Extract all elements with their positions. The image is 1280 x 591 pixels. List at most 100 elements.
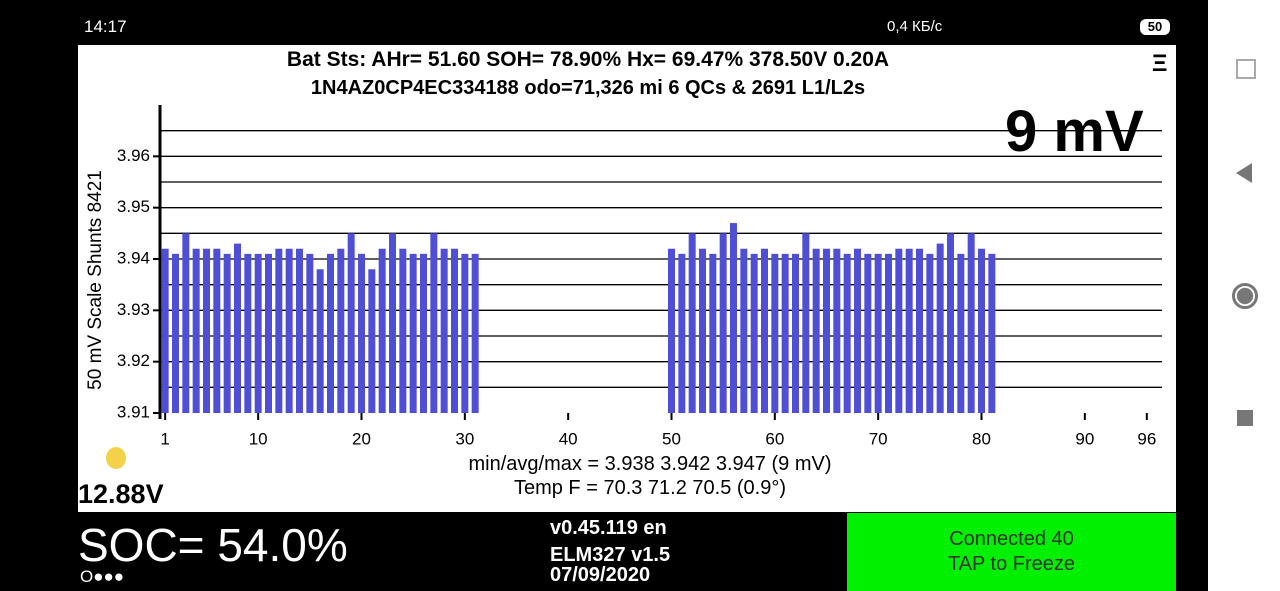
x-tick-label: 20 <box>352 429 371 448</box>
bar <box>905 248 913 413</box>
menu[interactable]: Ξ <box>1152 50 1168 77</box>
bar <box>823 248 830 413</box>
bar <box>409 253 417 413</box>
bar <box>730 223 737 413</box>
time: 14:17 <box>84 17 127 36</box>
bar <box>265 253 272 413</box>
bar <box>420 253 427 413</box>
date: 07/09/2020 <box>550 564 651 586</box>
bar <box>688 233 696 413</box>
bar <box>316 269 324 413</box>
bar <box>947 233 954 413</box>
bar <box>213 248 221 413</box>
y-tick-label: 3.92 <box>117 351 150 370</box>
x-tick-label: 50 <box>662 429 681 448</box>
nav-square[interactable] <box>1236 59 1256 79</box>
dots: O●●● <box>80 567 125 586</box>
bar <box>668 248 675 413</box>
bar <box>368 269 376 413</box>
nav-recent[interactable] <box>1237 410 1253 426</box>
bar <box>389 233 396 413</box>
version: v0.45.119 en <box>550 517 667 539</box>
bar <box>347 233 355 413</box>
x-tick-label: 30 <box>455 429 474 448</box>
bar <box>802 233 810 413</box>
bar <box>327 253 334 413</box>
bar <box>254 253 262 413</box>
bar <box>378 248 386 413</box>
right-gap <box>1176 0 1208 591</box>
net-speed: 0,4 КБ/с <box>887 18 943 35</box>
nav-back[interactable] <box>1236 163 1252 183</box>
bar <box>203 248 210 413</box>
bar <box>471 253 479 413</box>
bar <box>399 248 407 413</box>
bar <box>719 233 727 413</box>
bar <box>833 248 841 413</box>
bar <box>843 253 851 413</box>
left-bar <box>0 0 78 591</box>
bar <box>874 253 882 413</box>
bar <box>172 253 179 413</box>
bar <box>461 253 469 413</box>
freeze-label[interactable]: TAP to Freeze <box>947 553 1076 575</box>
bar <box>306 253 314 413</box>
aux-voltage: 12.88V <box>78 479 164 509</box>
nav-home[interactable] <box>1232 283 1258 309</box>
bar <box>978 248 985 413</box>
y-tick-label: 3.96 <box>117 146 150 165</box>
bar <box>223 253 231 413</box>
freeze-button[interactable] <box>847 513 1176 591</box>
bar <box>192 248 200 413</box>
bar <box>740 248 748 413</box>
temp: Temp F = 70.3 71.2 70.5 (0.9°) <box>513 477 787 499</box>
bar <box>936 243 944 413</box>
bar <box>864 253 872 413</box>
x-tick-label: 80 <box>972 429 991 448</box>
connection-status: Connected 40 <box>949 528 1074 550</box>
soc: SOC= 54.0% <box>78 519 348 571</box>
bar <box>771 253 779 413</box>
bar <box>337 248 345 413</box>
battery: 50 <box>1140 19 1170 35</box>
bar <box>967 233 975 413</box>
bar <box>234 243 241 413</box>
status-bar <box>0 0 1208 45</box>
x-tick-label: 40 <box>559 429 578 448</box>
bar <box>792 253 799 413</box>
header-line2: 1N4AZ0CP4EC334188 odo=71,326 mi 6 QCs & … <box>310 77 866 99</box>
bar <box>430 233 438 413</box>
bar <box>358 253 365 413</box>
bar <box>885 253 892 413</box>
bar <box>926 253 934 413</box>
x-tick-label: 70 <box>869 429 888 448</box>
bulb[interactable] <box>106 447 126 469</box>
y-tick-label: 3.93 <box>117 300 150 319</box>
bar <box>709 253 717 413</box>
y-axis-label: 50 mV Scale Shunts 8421 <box>85 170 106 390</box>
bar <box>296 248 303 413</box>
bar <box>854 248 861 413</box>
bar <box>781 253 789 413</box>
x-tick-label: 96 <box>1137 429 1156 448</box>
stats: min/avg/max = 3.938 3.942 3.947 (9 mV) <box>468 453 832 475</box>
x-tick-label: 10 <box>249 429 268 448</box>
x-tick-label: 60 <box>765 429 784 448</box>
header-line1: Bat Sts: AHr= 51.60 SOH= 78.90% Hx= 69.4… <box>286 48 890 71</box>
annotation: 9 mV <box>1005 99 1144 164</box>
y-tick-label: 3.94 <box>117 248 150 267</box>
x-tick-label: 90 <box>1075 429 1094 448</box>
bar <box>451 248 458 413</box>
bar <box>895 248 903 413</box>
y-tick-label: 3.95 <box>117 197 150 216</box>
bar <box>761 248 768 413</box>
adapter: ELM327 v1.5 <box>550 544 671 566</box>
bar <box>957 253 965 413</box>
bar <box>244 253 252 413</box>
bar <box>988 253 996 413</box>
bar <box>285 248 293 413</box>
bar <box>678 253 686 413</box>
bar <box>916 248 923 413</box>
